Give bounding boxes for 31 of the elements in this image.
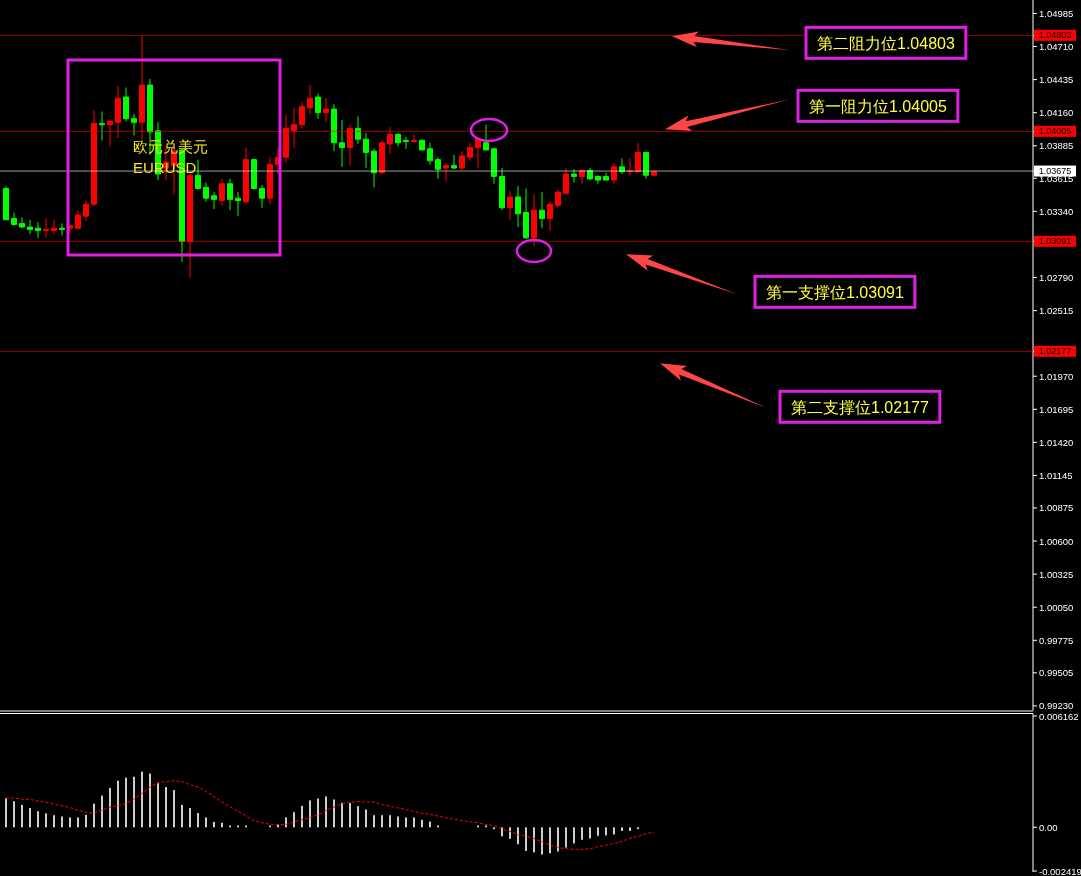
y-tick-label: 1.02515	[1039, 305, 1074, 317]
y-tick-label: 1.03340	[1039, 205, 1074, 217]
y-tick-label: 1.04160	[1039, 107, 1074, 119]
y-tick-label: 1.04803	[1038, 30, 1072, 41]
y-tick-label: 1.01145	[1039, 469, 1073, 481]
annotation: 欧元兑美元	[133, 138, 208, 155]
y-tick-label: 1.04435	[1039, 74, 1074, 86]
y-tick-label: 0.006162	[1039, 710, 1079, 722]
y-tick-label: 1.04710	[1039, 41, 1074, 53]
ref-line-label: 第一支撑位1.03091	[766, 283, 904, 301]
y-tick-label: 1.00325	[1039, 568, 1074, 580]
y-tick-label: 1.02790	[1039, 272, 1074, 284]
y-tick-label: 1.03885	[1039, 140, 1074, 152]
y-tick-label: 0.99505	[1039, 667, 1074, 679]
y-tick-label: 0.99230	[1039, 700, 1074, 712]
y-tick-label: 1.01970	[1039, 370, 1074, 382]
y-tick-label: -0.002419	[1039, 865, 1081, 876]
ref-line-label: 第二支撑位1.02177	[791, 398, 929, 416]
y-tick-label: 1.03091	[1038, 236, 1072, 247]
y-tick-label: 1.00050	[1039, 601, 1074, 613]
y-tick-label: 1.02177	[1038, 346, 1072, 357]
y-tick-label: 1.00875	[1039, 502, 1074, 514]
ref-line-label: 第二阻力位1.04803	[817, 34, 955, 52]
y-tick-label: 1.01420	[1039, 436, 1074, 448]
y-tick-label: 0.00	[1039, 821, 1058, 833]
ref-line-label: 第一阻力位1.04005	[809, 97, 947, 115]
y-tick-label: 1.00600	[1039, 535, 1074, 547]
y-tick-label: 1.04985	[1039, 7, 1074, 19]
y-tick-label: 0.99775	[1039, 634, 1074, 646]
y-tick-label: 1.01695	[1039, 403, 1074, 415]
y-tick-label: 1.04005	[1038, 126, 1072, 137]
